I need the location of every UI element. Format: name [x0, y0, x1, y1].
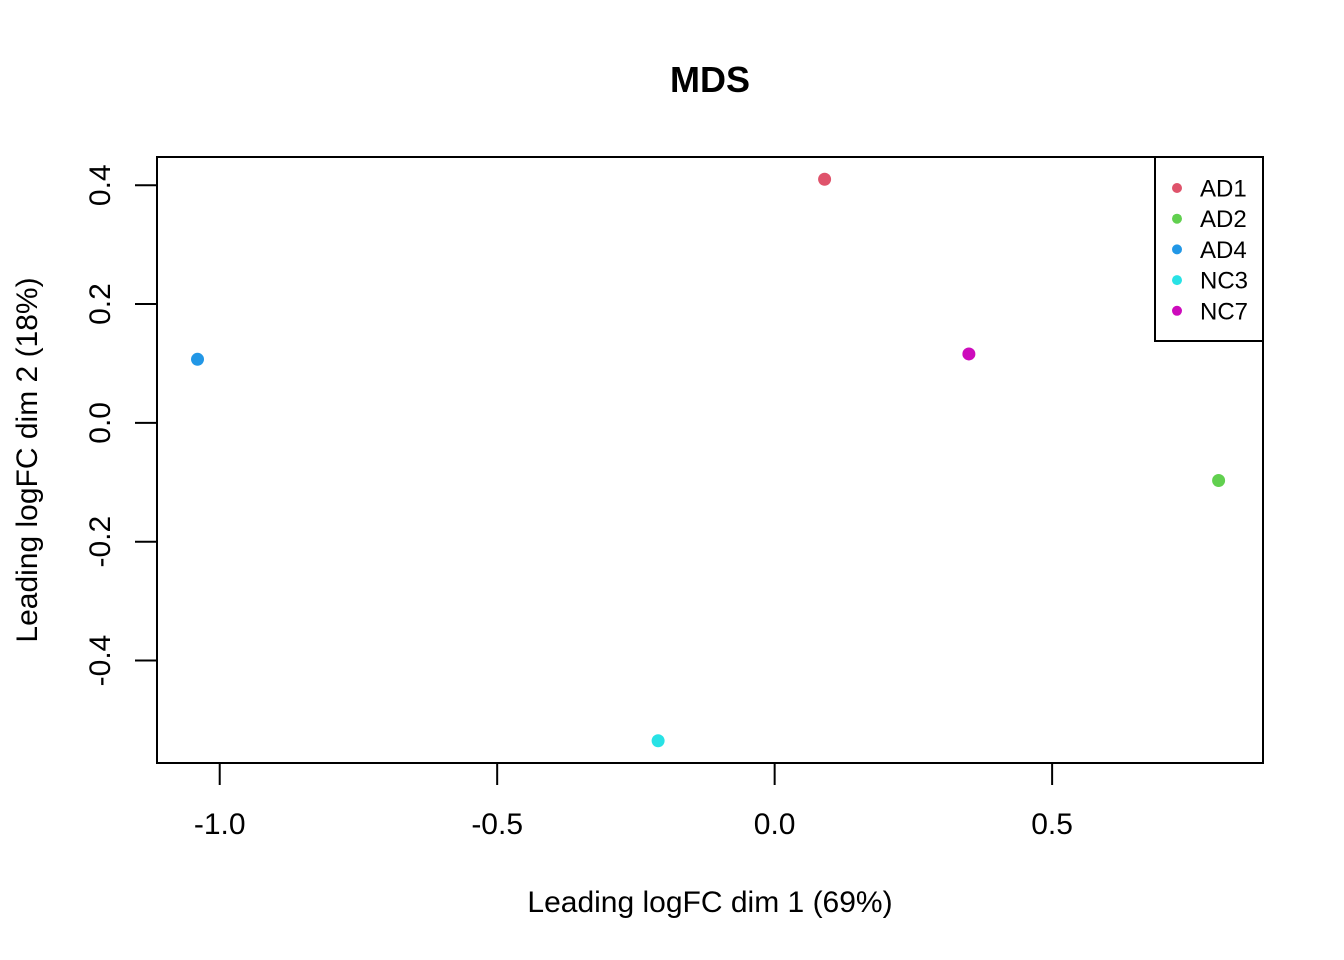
- legend-marker-nc3: [1172, 275, 1182, 286]
- legend-label-nc7: NC7: [1200, 298, 1248, 325]
- y-tick-label: 0.4: [84, 164, 117, 206]
- legend-label-ad2: AD2: [1200, 206, 1247, 233]
- legend-marker-ad4: [1172, 244, 1182, 255]
- plot-frame: [156, 156, 1264, 764]
- legend: AD1 AD2 AD4 NC3 NC7: [1154, 156, 1264, 342]
- legend-label-ad4: AD4: [1200, 237, 1247, 264]
- legend-box: [1154, 156, 1264, 342]
- legend-marker-ad1: [1172, 183, 1182, 193]
- x-axis: -1.0 -0.5 0.0 0.5: [194, 762, 1073, 841]
- y-tick-label: -0.4: [84, 635, 117, 687]
- y-axis: 0.4 0.2 0.0 -0.2 -0.4: [84, 164, 158, 687]
- x-tick-label: 0.5: [1031, 808, 1073, 841]
- x-tick-label: 0.0: [754, 808, 796, 841]
- legend-label-ad1: AD1: [1200, 176, 1247, 203]
- y-tick-label: 0.2: [84, 283, 117, 325]
- x-tick-label: -0.5: [471, 808, 523, 841]
- data-point-ad1: [818, 172, 832, 186]
- y-axis-label: Leading logFC dim 2 (18%): [11, 277, 44, 642]
- data-point-ad4: [191, 352, 205, 366]
- legend-marker-nc7: [1172, 305, 1182, 316]
- data-points: [191, 172, 1226, 748]
- data-point-ad2: [1212, 473, 1226, 487]
- x-axis-label: Leading logFC dim 1 (69%): [527, 886, 892, 919]
- y-tick-label: -0.2: [84, 516, 117, 568]
- data-point-nc3: [651, 734, 665, 748]
- legend-label-nc3: NC3: [1200, 268, 1248, 295]
- x-tick-label: -1.0: [194, 808, 246, 841]
- chart-title: MDS: [670, 59, 750, 100]
- data-point-nc7: [962, 347, 976, 361]
- legend-marker-ad2: [1172, 213, 1182, 224]
- y-tick-label: 0.0: [84, 402, 117, 444]
